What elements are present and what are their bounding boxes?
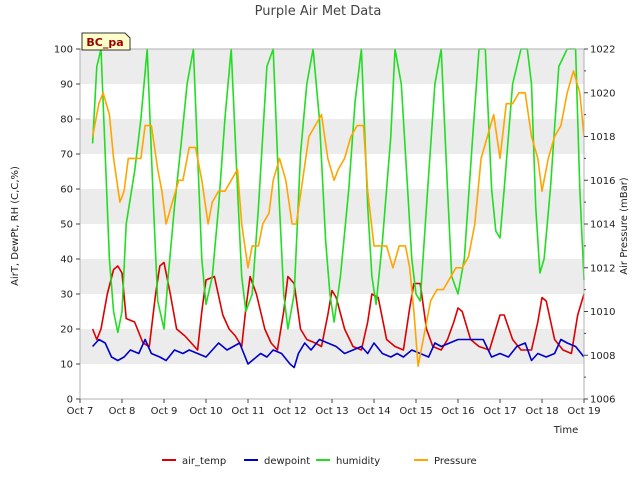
chart-title: Purple Air Met Data <box>255 4 382 19</box>
series-layer <box>91 48 585 369</box>
y2-tick-label: 1010 <box>590 307 615 318</box>
y2-tick-label: 1006 <box>590 395 615 406</box>
x-tick-label: Oct 12 <box>273 406 306 417</box>
x-tick-label: Oct 7 <box>67 406 94 417</box>
y-tick-label: 60 <box>60 185 73 196</box>
grid-band <box>80 329 584 364</box>
x-tick-label: Oct 8 <box>109 406 136 417</box>
y2-tick-label: 1018 <box>590 132 615 143</box>
grid-band <box>80 49 584 84</box>
y-tick-label: 50 <box>60 220 73 231</box>
y-tick-label: 10 <box>60 360 73 371</box>
grid-band <box>80 189 584 224</box>
y2-tick-label: 1020 <box>590 88 615 99</box>
y2-tick-label: 1016 <box>590 176 615 187</box>
x-axis-label: Time <box>553 425 578 436</box>
grid-band <box>80 119 584 154</box>
x-tick-label: Oct 11 <box>231 406 264 417</box>
grid-band <box>80 84 584 119</box>
series-line-pressure <box>91 70 585 368</box>
y-tick-label: 30 <box>60 290 73 301</box>
x-tick-label: Oct 10 <box>189 406 222 417</box>
y2-tick-label: 1008 <box>590 351 615 362</box>
x-tick-label: Oct 17 <box>483 406 516 417</box>
y-tick-label: 40 <box>60 255 73 266</box>
x-tick-label: Oct 13 <box>315 406 348 417</box>
y-tick-label: 100 <box>54 45 73 56</box>
x-tick-label: Oct 14 <box>357 406 390 417</box>
y-axis-right: 1006 1008 1010 1012 1014 1016 1018 1020 1022 <box>584 45 615 406</box>
series-line-dewpoint <box>92 338 585 369</box>
x-axis: Oct 7 Oct 8 Oct 9 Oct 10 Oct 11 Oct 12 Oct 13 O… <box>67 399 601 417</box>
y-tick-label: 80 <box>60 115 73 126</box>
badge-box <box>81 32 131 51</box>
grid-band <box>80 364 584 399</box>
y-axis-label-right: Air Pressure (mBar) <box>619 177 630 275</box>
y-axis-left: 0 10 20 30 40 50 60 70 80 90 100 <box>54 45 80 406</box>
y-tick-label: 0 <box>67 395 73 406</box>
y-tick-label: 70 <box>60 150 73 161</box>
legend-label: humidity <box>336 456 380 467</box>
badge-label: BC_pa <box>86 36 123 49</box>
x-tick-label: Oct 9 <box>151 406 178 417</box>
x-tick-label: Oct 19 <box>567 406 600 417</box>
legend-label: air_temp <box>182 456 226 467</box>
legend: air_temp dewpoint humidity Pressure <box>162 456 477 467</box>
y2-tick-label: 1012 <box>590 263 615 274</box>
y2-tick-label: 1014 <box>590 220 615 231</box>
legend-label: dewpoint <box>264 456 310 467</box>
y-tick-label: 90 <box>60 80 73 91</box>
x-tick-label: Oct 16 <box>441 406 474 417</box>
y2-tick-label: 1022 <box>590 45 615 56</box>
series-line-humidity <box>91 48 585 334</box>
x-tick-label: Oct 18 <box>525 406 558 417</box>
plot-background <box>80 49 584 399</box>
y-tick-label: 20 <box>60 325 73 336</box>
x-tick-label: Oct 15 <box>399 406 432 417</box>
y-axis-label-left: AirT, DewPt, RH (C,C,%) <box>10 166 21 286</box>
legend-label: Pressure <box>434 456 477 467</box>
station-badge: BC_pa <box>81 32 131 51</box>
series-line-air-temp <box>91 261 585 355</box>
